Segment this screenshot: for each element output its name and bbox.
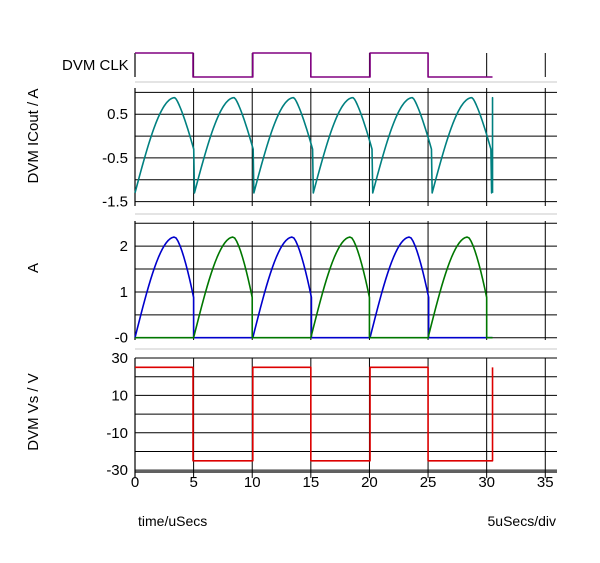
- x-tick-label: 15: [302, 474, 319, 491]
- current-axis-label: A: [25, 263, 42, 273]
- series-layer: [134, 52, 494, 462]
- x-tick-label: 10: [244, 474, 261, 491]
- x-tick-label: 35: [537, 474, 554, 491]
- y-tick-label: -10: [106, 425, 128, 442]
- y-tick-label: 2: [120, 238, 128, 255]
- y-tick-label: -0.5: [102, 150, 128, 167]
- clock-series-line: [135, 52, 493, 78]
- y-tick-label: 1: [120, 284, 128, 301]
- x-tick-label: 5: [189, 474, 197, 491]
- x-scale-label: 5uSecs/div: [488, 513, 556, 529]
- icout-axis-label: DVM ICout / A: [25, 88, 42, 183]
- grid-lines: [134, 53, 557, 478]
- icout-series-line: [134, 96, 494, 194]
- vs-series-line: [135, 366, 494, 462]
- y-tick-label: 10: [111, 387, 128, 404]
- x-tick-label: 25: [420, 474, 437, 491]
- vs-axis-label: DVM Vs / V: [25, 373, 42, 451]
- y-tick-label: 30: [111, 350, 128, 367]
- y-tick-label: 0.5: [107, 106, 128, 123]
- x-axis-label: time/uSecs: [138, 513, 207, 529]
- x-tick-label: 30: [478, 474, 495, 491]
- y-tick-label: -0: [115, 330, 128, 347]
- clock-label: DVM CLK: [62, 57, 129, 74]
- y-tick-label: -30: [106, 462, 128, 479]
- y-tick-label: -1.5: [102, 194, 128, 211]
- panel-separators: [135, 81, 557, 350]
- current-series-blue: [134, 236, 493, 339]
- x-tick-label: 0: [131, 474, 139, 491]
- label-layer: DVM CLK 0.5 -0.5 -1.5 DVM ICout / A 2 1 -0 A 30 10…: [25, 57, 556, 529]
- current-series-green: [135, 236, 493, 339]
- x-tick-label: 20: [361, 474, 378, 491]
